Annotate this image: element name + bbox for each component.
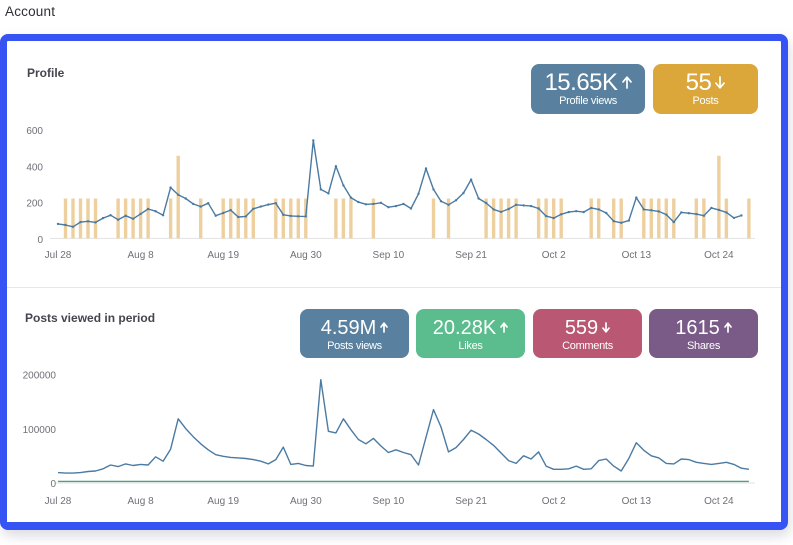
svg-text:Aug 19: Aug 19 (207, 250, 239, 261)
svg-text:Aug 30: Aug 30 (290, 250, 322, 261)
svg-text:Aug 19: Aug 19 (207, 496, 239, 507)
svg-text:Sep 21: Sep 21 (455, 496, 487, 507)
svg-text:Oct 2: Oct 2 (542, 250, 566, 261)
svg-text:Oct 13: Oct 13 (622, 250, 652, 261)
svg-text:600: 600 (26, 126, 43, 137)
svg-text:200: 200 (26, 199, 43, 210)
svg-text:Jul 28: Jul 28 (45, 250, 72, 261)
svg-text:200000: 200000 (23, 371, 57, 382)
svg-text:Oct 24: Oct 24 (704, 496, 734, 507)
svg-text:Sep 10: Sep 10 (373, 250, 405, 261)
svg-text:0: 0 (37, 235, 43, 246)
svg-text:400: 400 (26, 162, 43, 173)
svg-text:Oct 2: Oct 2 (542, 496, 566, 507)
svg-text:Jul 28: Jul 28 (45, 496, 72, 507)
svg-text:Sep 10: Sep 10 (373, 496, 405, 507)
svg-text:Oct 13: Oct 13 (622, 496, 652, 507)
svg-text:Oct 24: Oct 24 (704, 250, 734, 261)
svg-text:Aug 8: Aug 8 (128, 250, 155, 261)
svg-text:100000: 100000 (23, 425, 57, 436)
svg-text:Aug 8: Aug 8 (128, 496, 155, 507)
svg-text:Sep 21: Sep 21 (455, 250, 487, 261)
svg-text:Aug 30: Aug 30 (290, 496, 322, 507)
svg-text:0: 0 (50, 479, 56, 490)
